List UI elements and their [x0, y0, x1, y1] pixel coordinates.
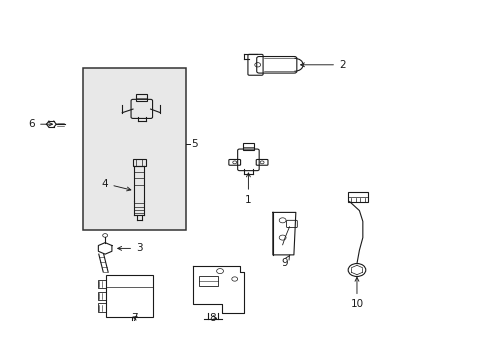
Text: 7: 7	[131, 312, 138, 323]
Text: 5: 5	[191, 139, 198, 149]
Bar	[199, 276, 217, 286]
Text: 1: 1	[244, 173, 251, 205]
Bar	[133, 159, 145, 166]
Bar	[98, 303, 106, 312]
Bar	[98, 292, 106, 300]
Text: 9: 9	[281, 255, 289, 268]
Text: 6: 6	[28, 119, 52, 129]
Bar	[242, 143, 254, 150]
Text: 10: 10	[350, 278, 363, 309]
Text: 4: 4	[102, 179, 130, 191]
Text: 2: 2	[300, 60, 345, 70]
Text: 8: 8	[209, 312, 216, 323]
Bar	[347, 192, 367, 202]
Bar	[106, 275, 152, 317]
Bar	[136, 94, 147, 101]
Bar	[98, 280, 106, 288]
Bar	[83, 68, 185, 230]
Text: 3: 3	[118, 243, 142, 253]
